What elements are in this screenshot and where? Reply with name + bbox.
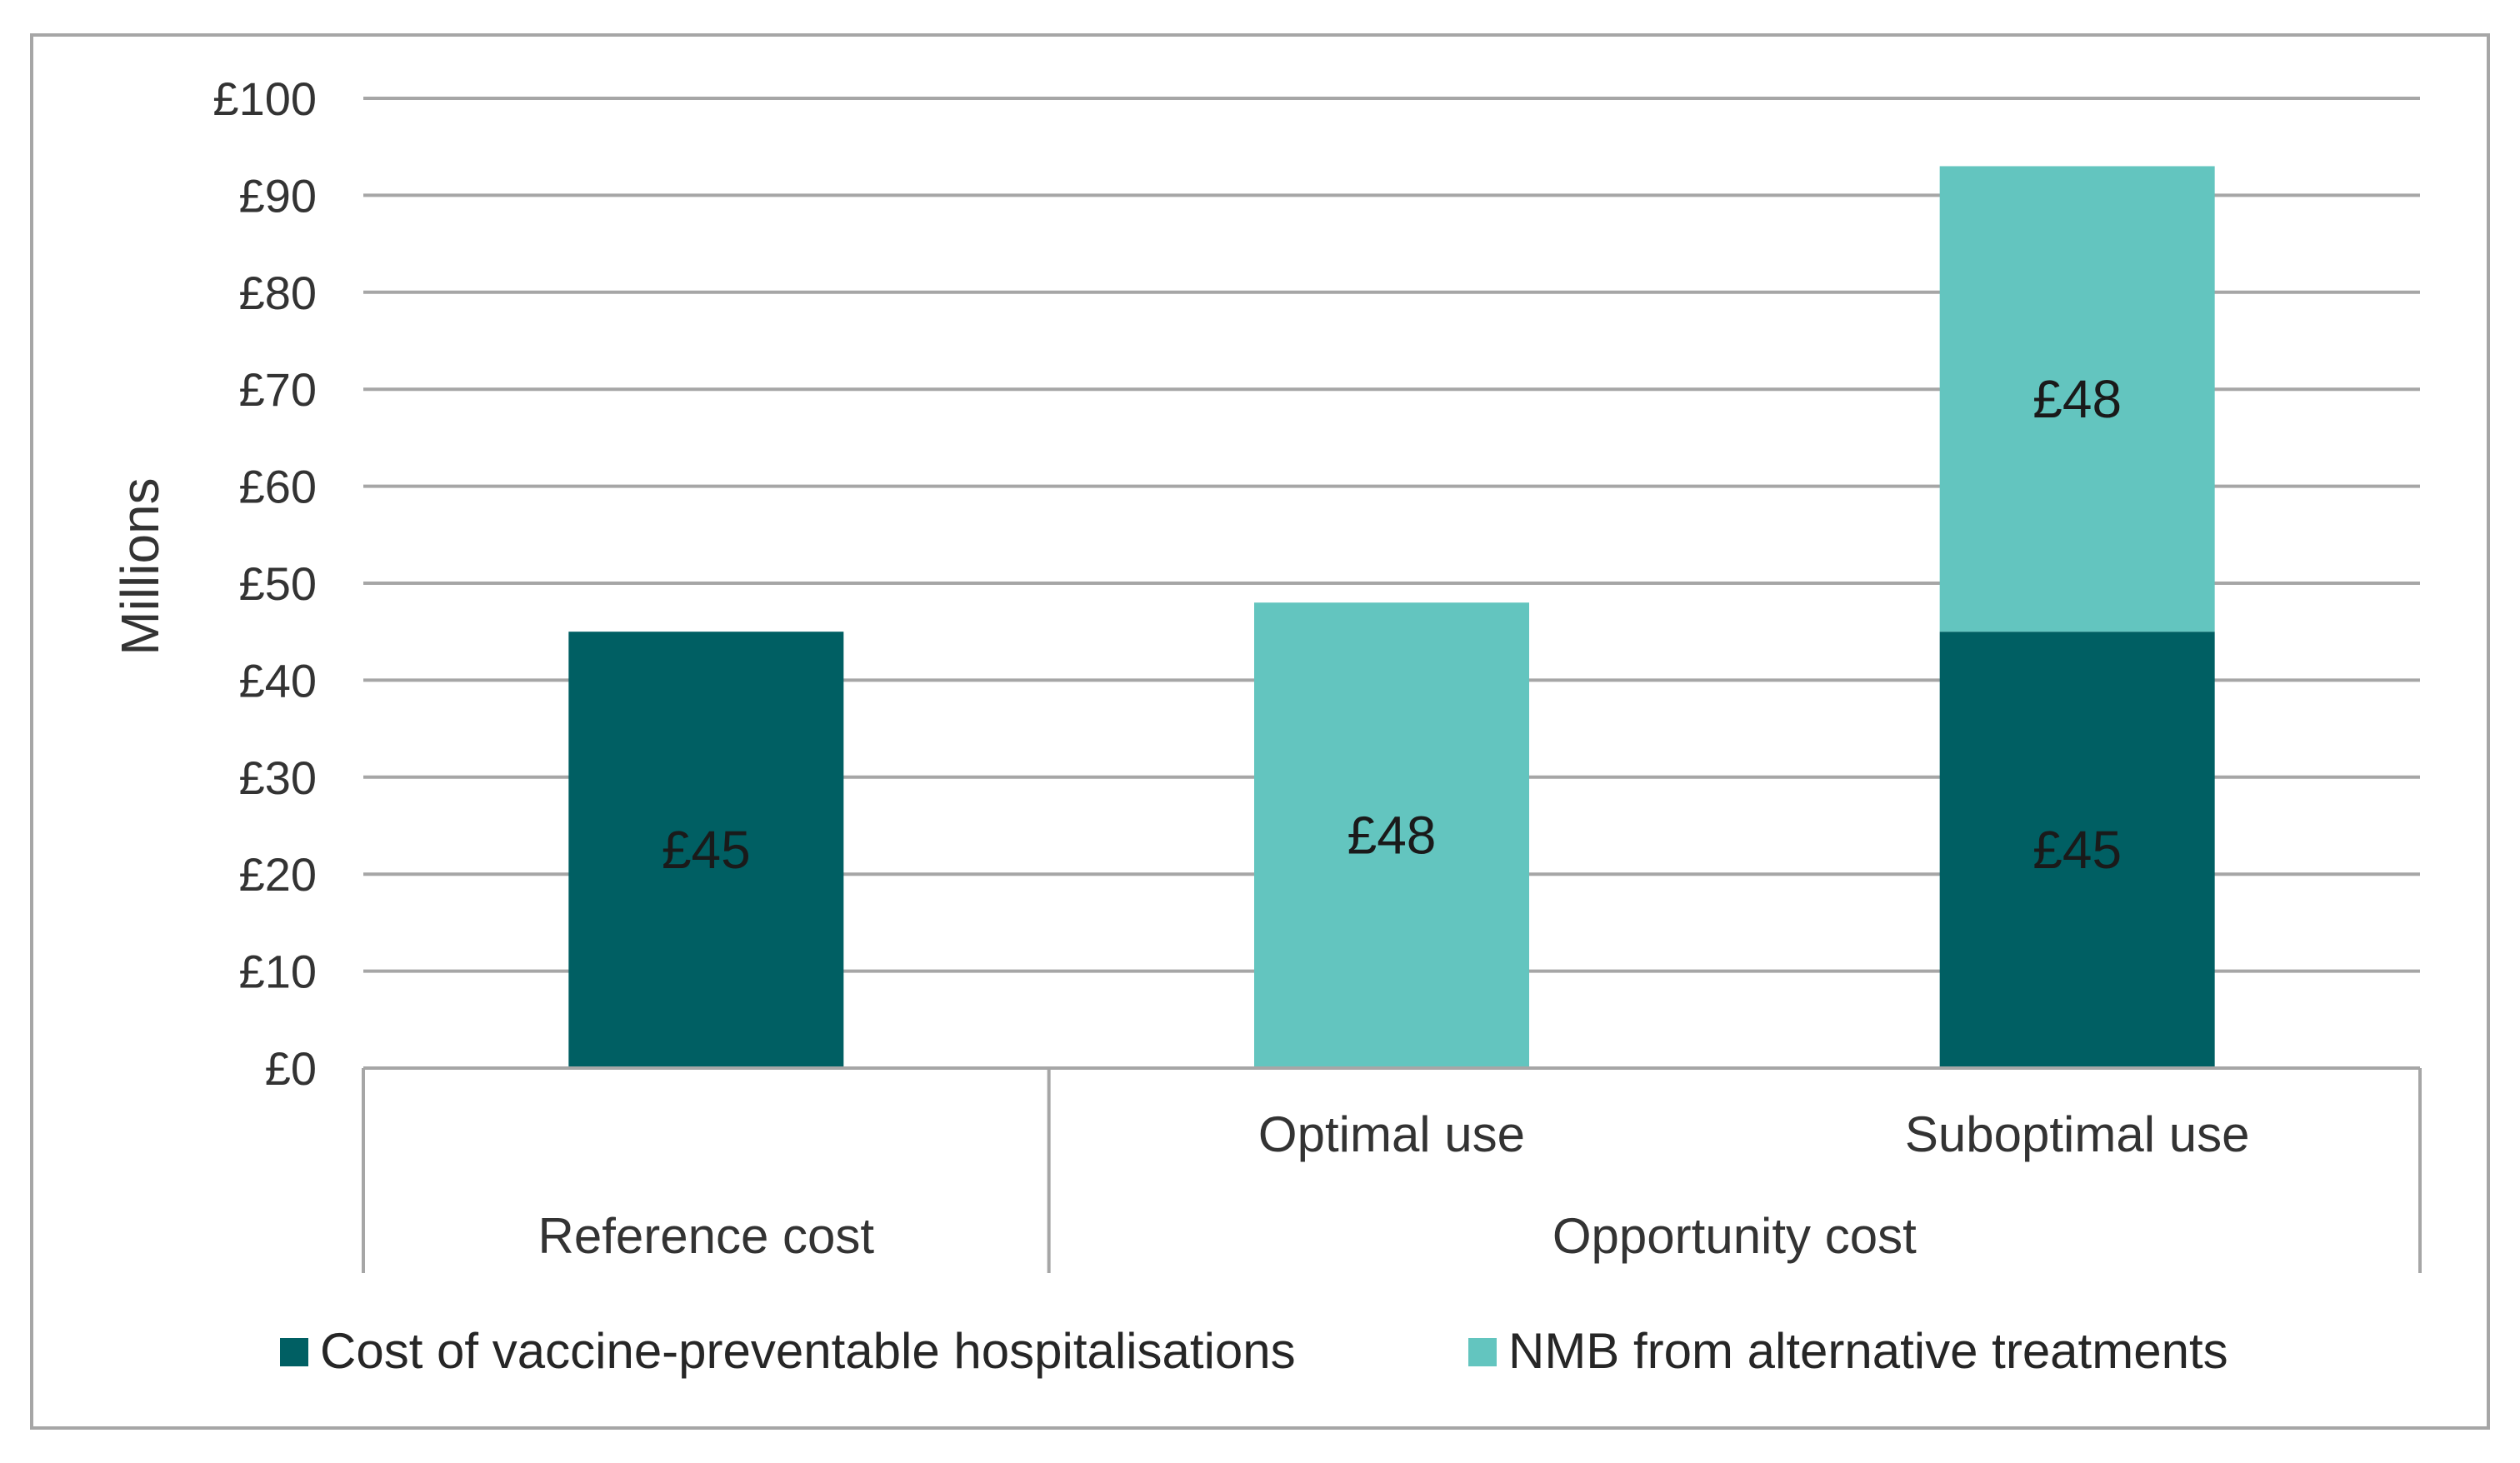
y-tick-label: £10 [239, 946, 317, 998]
legend-label: NMB from alternative treatments [1508, 1323, 2228, 1379]
data-label: £45 [2032, 820, 2122, 880]
legend-swatch [280, 1338, 308, 1366]
bar-segment [1939, 632, 2215, 1068]
y-tick-label: £0 [265, 1042, 317, 1095]
y-axis-ticks: £0 £10 £20 £30 £40 £50 £60 £70 £80 £90 £100 [212, 72, 317, 1095]
legend-item: Cost of vaccine-preventable hospitalisat… [280, 1323, 1296, 1379]
y-tick-label: £80 [239, 267, 317, 319]
legend-label: Cost of vaccine-preventable hospitalisat… [320, 1323, 1296, 1379]
legend: Cost of vaccine-preventable hospitalisat… [280, 1323, 2228, 1379]
y-axis-label: Millions [110, 477, 170, 655]
y-tick-label: £70 [239, 363, 317, 416]
x-category-label: Optimal use [1258, 1106, 1525, 1162]
y-tick-label: £50 [239, 557, 317, 610]
x-group-label: Reference cost [538, 1208, 875, 1264]
y-tick-label: £60 [239, 461, 317, 513]
y-tick-label: £30 [239, 751, 317, 804]
data-labels: £45 £48 £45 £48 [662, 369, 2122, 880]
x-group-label: Opportunity cost [1552, 1208, 1917, 1264]
y-tick-label: £20 [239, 848, 317, 901]
data-label: £48 [1348, 806, 1437, 866]
legend-swatch [1468, 1338, 1497, 1366]
x-axis: Reference cost Optimal use Suboptimal use O… [362, 1066, 2422, 1273]
bar-segment [1939, 166, 2215, 632]
y-tick-label: £90 [239, 169, 317, 222]
y-tick-label: £100 [212, 72, 317, 125]
bars [568, 166, 2215, 1068]
bar-segment [1254, 602, 1529, 1068]
y-tick-label: £40 [239, 654, 317, 707]
data-label: £48 [2032, 369, 2122, 429]
bar-segment [568, 632, 844, 1068]
x-category-label: Suboptimal use [1905, 1106, 2250, 1162]
data-label: £45 [662, 820, 751, 880]
legend-item: NMB from alternative treatments [1468, 1323, 2228, 1379]
